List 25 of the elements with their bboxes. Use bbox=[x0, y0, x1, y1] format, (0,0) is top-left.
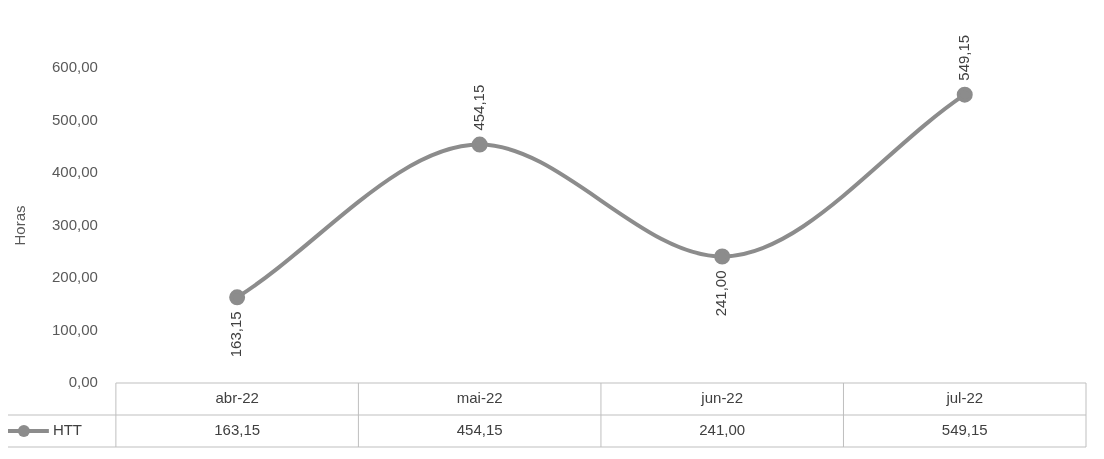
point bbox=[229, 289, 246, 306]
text: 454,15 bbox=[469, 84, 487, 131]
x-tick-label: mai-22 bbox=[456, 389, 503, 407]
y-tick-label: 300,00 bbox=[51, 215, 98, 233]
text: 549,15 bbox=[954, 34, 972, 81]
point bbox=[714, 248, 731, 265]
text: 163,15 bbox=[227, 311, 245, 358]
y-tick-label: 600,00 bbox=[51, 58, 98, 76]
point bbox=[471, 136, 488, 153]
text: 241,00 bbox=[712, 270, 730, 317]
y-tick-label: 500,00 bbox=[51, 110, 98, 128]
data-label: 163,15 bbox=[214, 421, 261, 439]
y-tick-label: 100,00 bbox=[51, 320, 98, 338]
data-label: 241,00 bbox=[699, 421, 746, 439]
y-axis-title: Horas bbox=[11, 205, 29, 246]
point bbox=[956, 86, 973, 103]
legend-label: HTT bbox=[52, 421, 83, 439]
x-tick-label: jun-22 bbox=[700, 389, 744, 407]
y-tick-label: 400,00 bbox=[51, 163, 98, 181]
y-tick-label: 0,00 bbox=[68, 373, 98, 391]
data-label: 549,15 bbox=[941, 421, 988, 439]
y-tick-label: 200,00 bbox=[51, 268, 98, 286]
x-tick-label: abr-22 bbox=[215, 389, 259, 407]
data-label: 454,15 bbox=[456, 421, 503, 439]
x-tick-label: jul-22 bbox=[945, 389, 984, 407]
